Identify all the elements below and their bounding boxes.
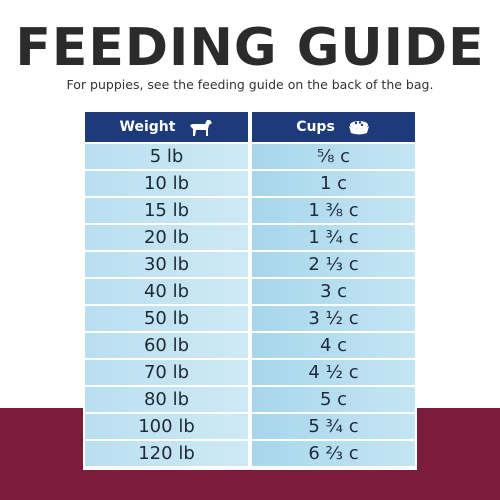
cups-cell: 3 c xyxy=(252,279,415,304)
cups-cell: 4 ½ c xyxy=(252,360,415,385)
cups-cell: 5 c xyxy=(252,387,415,412)
header-cell: Weight xyxy=(85,112,248,142)
table-row: 100 lb 5 ¾ c xyxy=(85,414,415,439)
weight-cell: 30 lb xyxy=(85,252,248,277)
cups-cell: 1 ⅜ c xyxy=(252,198,415,223)
weight-cell: 10 lb xyxy=(85,171,248,196)
cups-cell: 3 ½ c xyxy=(252,306,415,331)
title: FEEDING GUIDE xyxy=(15,18,485,78)
weight-cell: 40 lb xyxy=(85,279,248,304)
cups-cell: 4 c xyxy=(252,333,415,358)
table-row: 120 lb 6 ⅔ c xyxy=(85,441,415,466)
table-row: 15 lb 1 ⅜ c xyxy=(85,198,415,223)
header-cell: Cups xyxy=(252,112,415,142)
cups-cell: 1 ¾ c xyxy=(252,225,415,250)
weight-cell: 80 lb xyxy=(85,387,248,412)
weight-cell: 50 lb xyxy=(85,306,248,331)
weight-cell: 120 lb xyxy=(85,441,248,466)
table-row: 40 lb 3 c xyxy=(85,279,415,304)
weight-cell: 100 lb xyxy=(85,414,248,439)
weight-cell: 5 lb xyxy=(85,144,248,169)
cups-cell: 2 ⅓ c xyxy=(252,252,415,277)
header-row: Weight Cups xyxy=(85,112,415,142)
table-row: 10 lb 1 c xyxy=(85,171,415,196)
cups-cell: 6 ⅔ c xyxy=(252,441,415,466)
column-label: Cups xyxy=(296,119,335,135)
dog-icon xyxy=(189,120,213,136)
table-body: 5 lb ⅝ c 10 lb 1 c 15 lb 1 ⅜ c 20 lb 1 ¾ c 30 lb… xyxy=(85,144,415,466)
table-row: 70 lb 4 ½ c xyxy=(85,360,415,385)
subtitle: For puppies, see the feeding guide on th… xyxy=(66,77,434,92)
weight-cell: 20 lb xyxy=(85,225,248,250)
weight-cell: 15 lb xyxy=(85,198,248,223)
table-row: 60 lb 4 c xyxy=(85,333,415,358)
cups-cell: 5 ¾ c xyxy=(252,414,415,439)
table-row: 80 lb 5 c xyxy=(85,387,415,412)
table-row: 30 lb 2 ⅓ c xyxy=(85,252,415,277)
table-row: 5 lb ⅝ c xyxy=(85,144,415,169)
column-label: Weight xyxy=(119,119,176,135)
table-row: 20 lb 1 ¾ c xyxy=(85,225,415,250)
bowl-icon xyxy=(348,121,369,135)
table-row: 50 lb 3 ½ c xyxy=(85,306,415,331)
cups-cell: 1 c xyxy=(252,171,415,196)
weight-cell: 60 lb xyxy=(85,333,248,358)
feeding-table: Weight Cups 5 lb ⅝ c 10 lb 1 c 15 lb 1 ⅜ c 20 … xyxy=(83,110,417,470)
cups-cell: ⅝ c xyxy=(252,144,415,169)
weight-cell: 70 lb xyxy=(85,360,248,385)
